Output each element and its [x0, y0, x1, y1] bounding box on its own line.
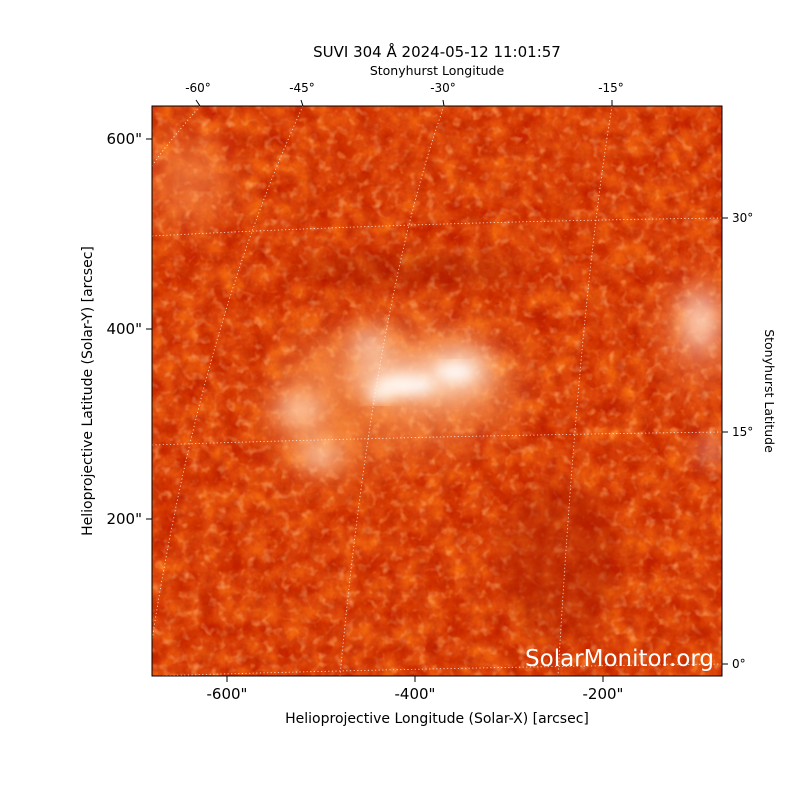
left-tick-label: 600" — [106, 130, 142, 148]
top-tick-label: -45° — [289, 81, 315, 95]
bottom-tick-label: -200" — [583, 685, 624, 703]
top-tick-label: -15° — [598, 81, 624, 95]
left-axis-ticks: 600" 400" 200" — [106, 130, 152, 528]
right-axis-ticks: 30° 15° 0° — [722, 211, 753, 671]
top-axis-ticks: -60° -45° -30° -15° — [185, 81, 624, 107]
solar-image: SolarMonitor.org — [152, 106, 722, 676]
left-axis-label: Helioprojective Latitude (Solar-Y) [arcs… — [80, 246, 96, 536]
bottom-tick-label: -600" — [207, 685, 248, 703]
top-tick-label: -60° — [185, 81, 211, 95]
watermark: SolarMonitor.org — [525, 646, 714, 672]
top-axis-label: Stonyhurst Longitude — [370, 63, 505, 78]
right-tick-label: 30° — [732, 211, 753, 225]
bottom-axis-label: Helioprojective Longitude (Solar-X) [arc… — [285, 711, 589, 727]
right-axis-label: Stonyhurst Latitude — [762, 329, 777, 453]
stonyhurst-grid — [152, 106, 722, 676]
top-tick-label: -30° — [430, 81, 456, 95]
left-tick-label: 200" — [106, 510, 142, 528]
plot-frame — [151, 105, 723, 677]
right-tick-label: 15° — [732, 425, 753, 439]
bottom-tick-label: -400" — [395, 685, 436, 703]
left-tick-label: 400" — [106, 320, 142, 338]
right-tick-label: 0° — [732, 657, 746, 671]
plot-title: SUVI 304 Å 2024-05-12 11:01:57 — [313, 42, 561, 61]
bottom-axis-ticks: -600" -400" -200" — [207, 676, 624, 703]
